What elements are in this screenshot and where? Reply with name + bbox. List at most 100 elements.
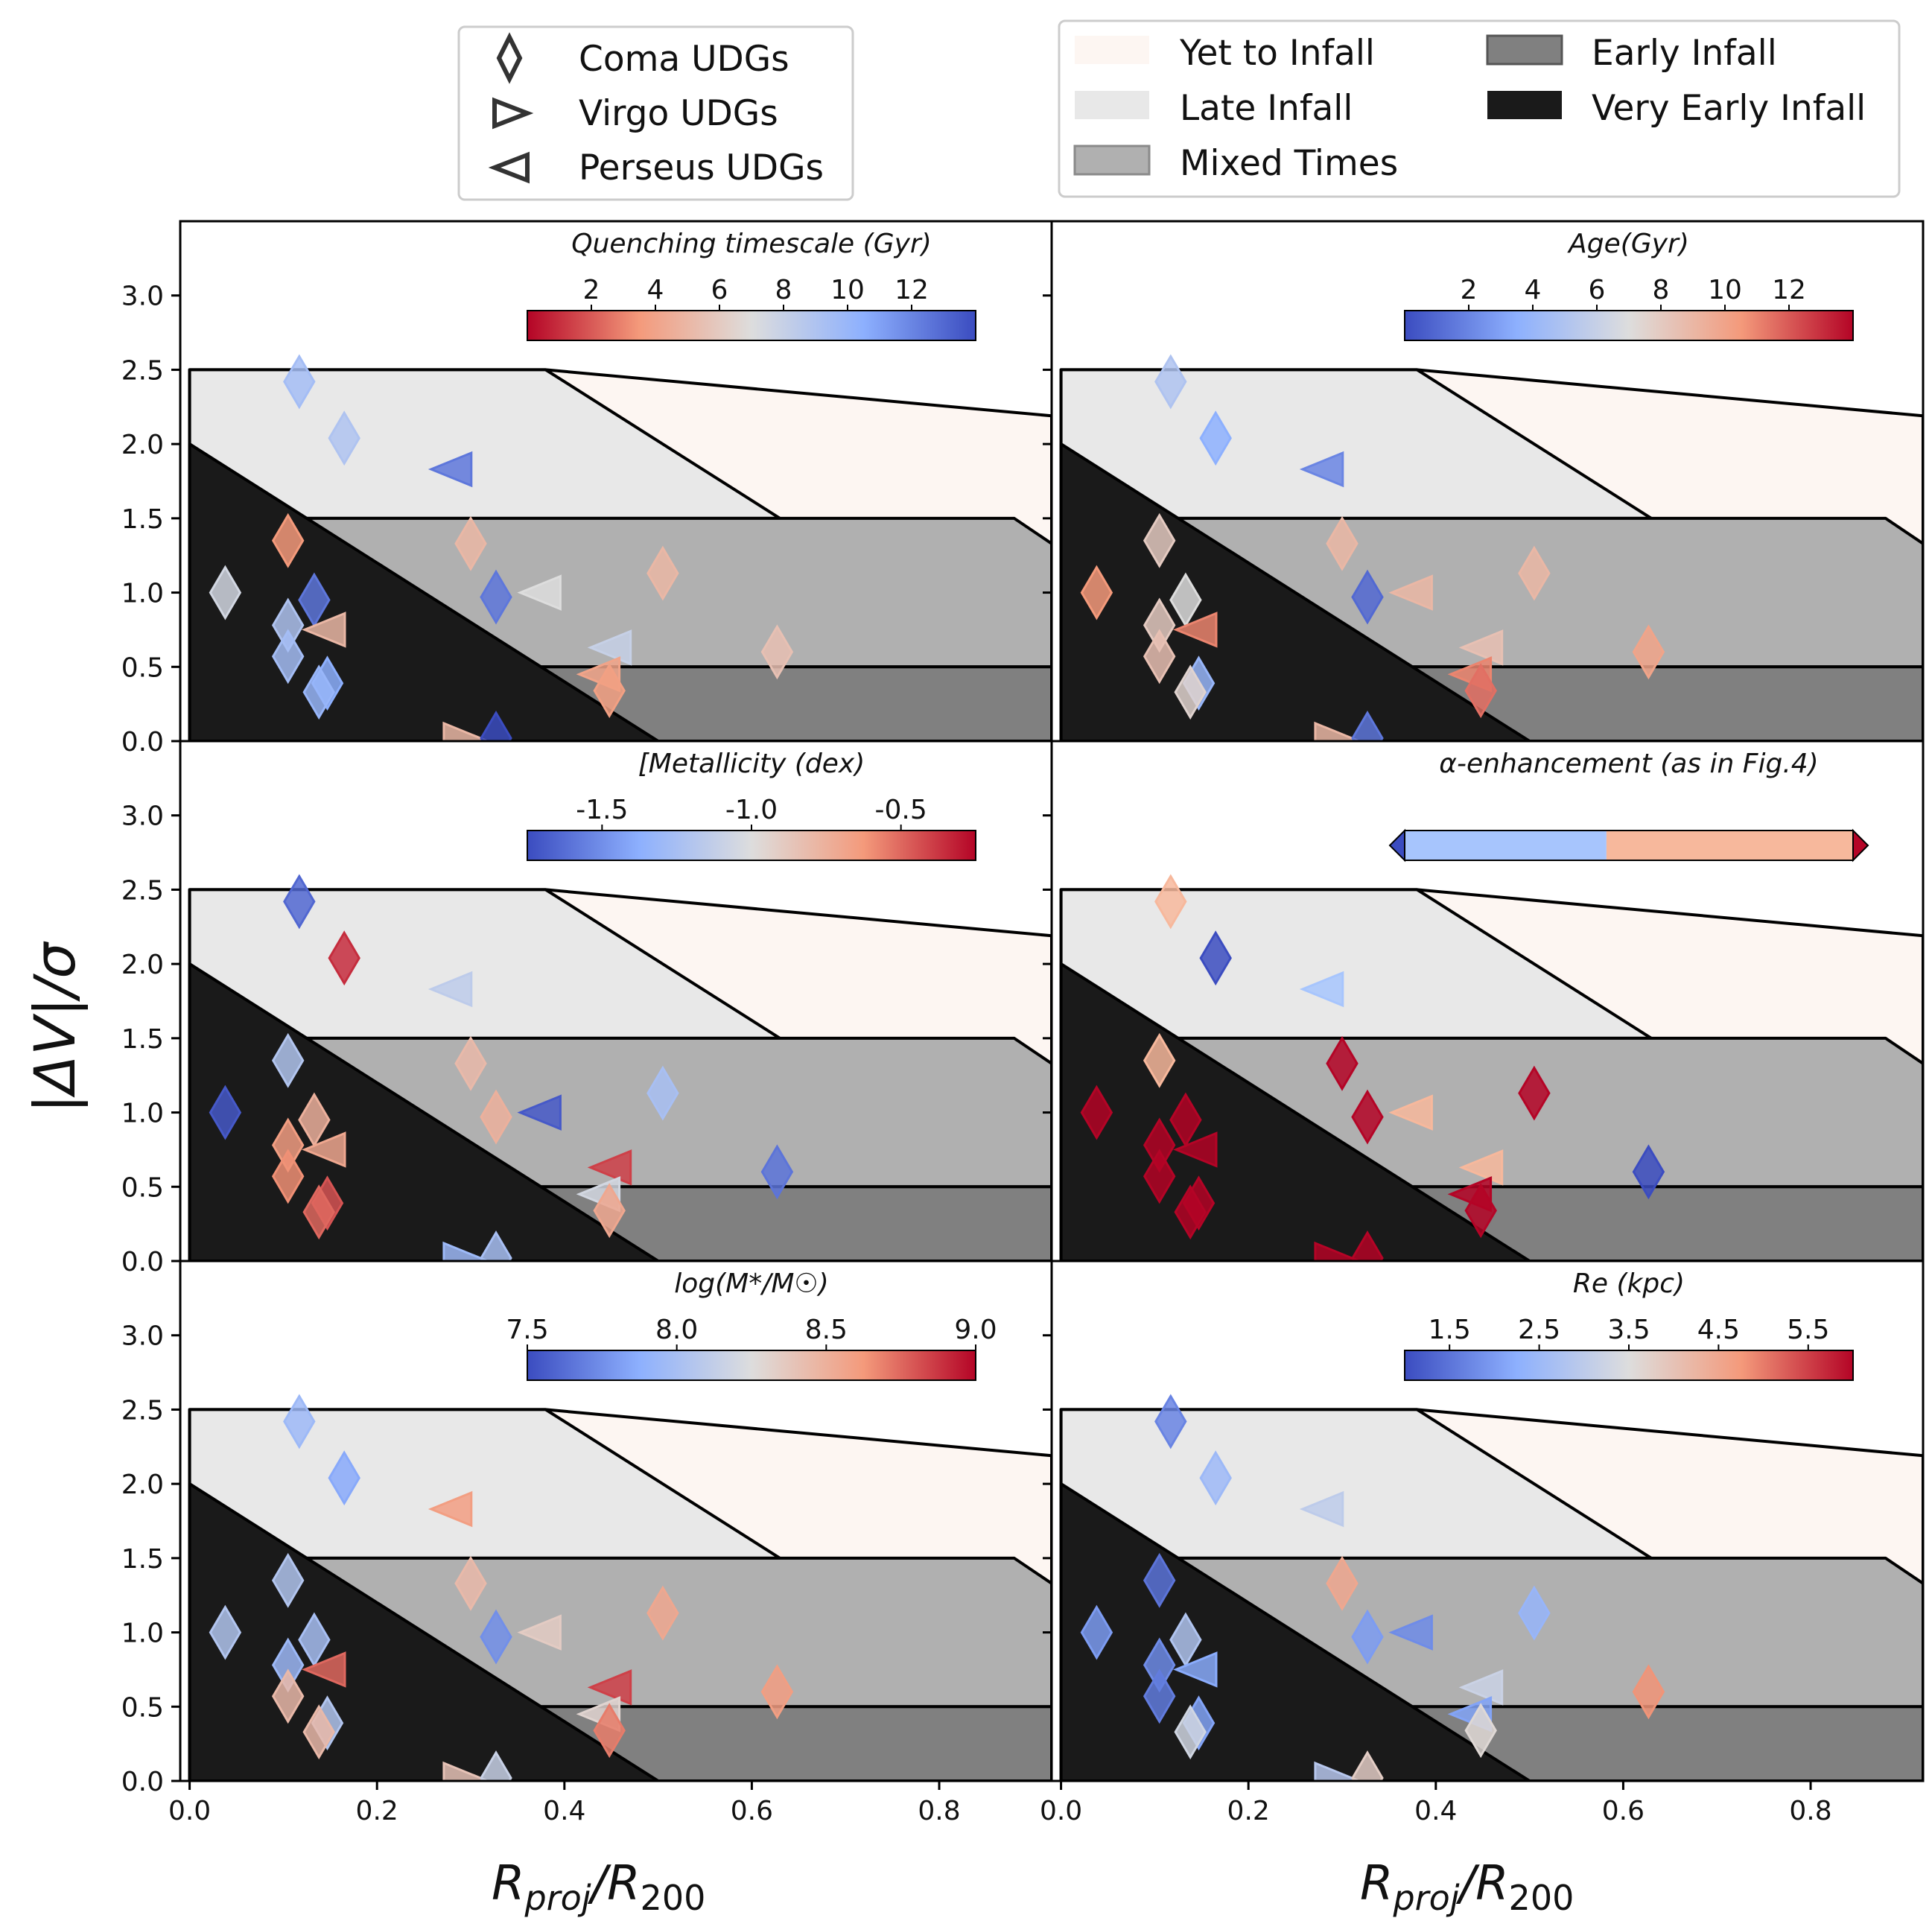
panel-re: 0.0 0.2 0.4 0.6 0.8 Re (kpc) 1.5 2.5 3.5 4.5 5.5 xyxy=(1040,1260,1925,1826)
colorbar-gradient xyxy=(1404,1350,1854,1381)
galaxy-marker-perseus xyxy=(428,451,473,488)
legend-swatch-late-infall xyxy=(1075,91,1149,119)
panel-quenching: 0.0 0.5 1.0 1.5 2.0 2.5 3.0 Quenching timescale… xyxy=(121,220,1053,758)
x-label-right-over: /R xyxy=(1456,1856,1509,1911)
galaxy-marker-perseus xyxy=(1388,574,1433,611)
galaxy-marker-coma xyxy=(209,565,242,620)
colorbar-tick-label: 5.5 xyxy=(1787,1315,1829,1345)
galaxy-marker-virgo xyxy=(442,1761,487,1781)
colorbar-tick-label: 3.5 xyxy=(1607,1315,1650,1345)
colorbar-tick-label: 2.5 xyxy=(1518,1315,1560,1345)
galaxy-marker-perseus xyxy=(1458,1149,1504,1186)
galaxy-marker-coma xyxy=(328,410,360,466)
colorbar-gradient xyxy=(1404,310,1854,341)
galaxy-marker-coma xyxy=(209,1604,242,1660)
galaxy-marker-coma xyxy=(1143,1552,1176,1608)
panel-metallicity: 0.00.51.01.52.02.53.0[Metallicity (dex)-… xyxy=(121,740,1053,1277)
galaxy-marker-coma xyxy=(480,1750,512,1781)
galaxy-marker-coma xyxy=(646,545,679,601)
legend-label-coma: Coma UDGs xyxy=(579,39,789,80)
x-tick-label: 0.2 xyxy=(1227,1796,1270,1826)
colorbar-tick-label: 6 xyxy=(1589,275,1606,305)
galaxy-marker-coma xyxy=(271,1149,305,1204)
legend-label-mixed-times: Mixed Times xyxy=(1180,143,1398,184)
panel-age: Age(Gyr) 2 4 6 8 10 12 xyxy=(1043,220,1925,750)
panel-plot-area xyxy=(180,1261,1052,1781)
y-tick-label: 2.5 xyxy=(121,875,164,906)
galaxy-marker-coma xyxy=(1632,624,1665,680)
colorbar-tick-label: 2 xyxy=(1461,275,1478,305)
galaxy-marker-coma xyxy=(1464,1183,1497,1239)
y-tick-label: 2.0 xyxy=(121,430,164,460)
legend-item-mixed-times: Mixed Times xyxy=(1073,143,1398,184)
x-tick-label: 0.0 xyxy=(168,1796,211,1826)
legend-item-very-early-infall: Very Early Infall xyxy=(1487,88,1866,129)
galaxy-marker-perseus xyxy=(517,1614,562,1651)
y-tick-label: 0.0 xyxy=(121,1247,164,1277)
galaxy-marker-coma xyxy=(454,1555,487,1611)
galaxy-marker-perseus xyxy=(1458,629,1504,666)
colorbar-gradient xyxy=(527,1350,976,1381)
legend-swatch-very-early-infall xyxy=(1487,91,1562,119)
galaxy-marker-coma xyxy=(271,1668,305,1724)
galaxy-marker-coma xyxy=(760,1144,794,1200)
galaxy-marker-coma xyxy=(760,624,794,680)
galaxy-marker-coma xyxy=(1351,1230,1384,1261)
y-tick-label: 2.0 xyxy=(121,950,164,980)
galaxy-marker-coma xyxy=(271,629,305,685)
legend-label-early-infall: Early Infall xyxy=(1592,33,1777,74)
colorbar-label: α-enhancement (as in Fig.4) xyxy=(1439,749,1818,779)
galaxy-marker-coma xyxy=(593,1183,626,1239)
y-tick-label: 0.5 xyxy=(121,652,164,683)
region-very-early-infall xyxy=(188,1482,660,1781)
galaxy-marker-coma xyxy=(1518,545,1551,601)
galaxy-marker-coma xyxy=(480,1609,512,1665)
galaxy-marker-coma xyxy=(1326,1555,1359,1611)
galaxy-marker-perseus xyxy=(587,1149,632,1186)
colorbar-tick-label: -0.5 xyxy=(875,795,927,825)
colorbar-tick-label: 8 xyxy=(775,275,792,305)
colorbar-label: Re (kpc) xyxy=(1573,1268,1685,1299)
y-tick-label: 0.5 xyxy=(121,1692,164,1723)
galaxy-marker-coma xyxy=(302,664,335,720)
legend-label-late-infall: Late Infall xyxy=(1180,88,1353,129)
galaxy-marker-coma xyxy=(1351,711,1384,741)
colorbar-tick-label: 12 xyxy=(894,275,929,305)
galaxy-marker-perseus xyxy=(1388,1094,1433,1131)
colorbar-re: Re (kpc) 1.5 2.5 3.5 4.5 5.5 xyxy=(1404,1268,1854,1381)
colorbar-tick-label: 4 xyxy=(1525,275,1542,305)
galaxy-marker-perseus xyxy=(1299,971,1344,1008)
colorbar-tick-label: 8.5 xyxy=(805,1315,848,1345)
x-label-right-r: R xyxy=(1360,1856,1393,1911)
y-tick-label: 0.0 xyxy=(121,1767,164,1797)
colorbar-tick-label: 12 xyxy=(1772,275,1806,305)
colorbar-label: log(M*/M☉) xyxy=(674,1268,829,1299)
x-axis-label-right: Rproj/R200 xyxy=(1360,1856,1574,1918)
marker-legend: Coma UDGs Virgo UDGs Perseus UDGs xyxy=(457,25,854,201)
region-legend: Yet to Infall Late Infall Mixed Times Ea… xyxy=(1058,19,1901,198)
galaxy-marker-perseus xyxy=(1388,1614,1433,1651)
galaxy-marker-perseus xyxy=(517,1094,562,1131)
legend-label-virgo: Virgo UDGs xyxy=(579,93,778,134)
y-tick-label: 3.0 xyxy=(121,801,164,832)
legend-item-yet-to-infall: Yet to Infall xyxy=(1075,33,1375,74)
y-tick-label: 3.0 xyxy=(121,1321,164,1352)
colorbar-tick-label: 4.5 xyxy=(1697,1315,1740,1345)
colorbar-tick-label: 8 xyxy=(1653,275,1670,305)
colorbar-mass: log(M*/M☉) 7.5 8.0 8.5 9.0 xyxy=(506,1268,997,1381)
galaxy-marker-perseus xyxy=(1173,612,1218,648)
panel-plot-area xyxy=(1052,741,1923,1261)
galaxy-marker-coma xyxy=(271,512,305,568)
colorbar-segment-high xyxy=(1606,831,1853,860)
galaxy-marker-coma xyxy=(1174,1704,1207,1760)
x-label-over: /R xyxy=(588,1856,641,1911)
region-very-early-infall xyxy=(1059,442,1531,741)
colorbar-age: Age(Gyr) 2 4 6 8 10 12 xyxy=(1404,229,1854,341)
colorbar-tick-label: 6 xyxy=(711,275,728,305)
legend-item-early-infall: Early Infall xyxy=(1486,33,1777,74)
y-tick-label: 1.5 xyxy=(121,504,164,535)
triangle-right-icon xyxy=(492,97,534,130)
galaxy-marker-coma xyxy=(1518,1065,1551,1121)
galaxy-marker-coma xyxy=(1518,1585,1551,1641)
